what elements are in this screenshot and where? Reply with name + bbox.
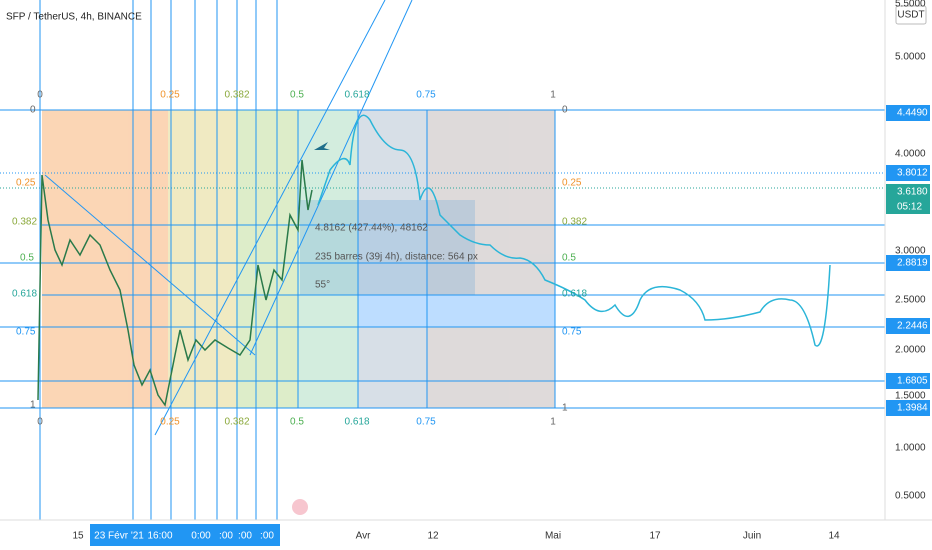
time-label: 15 [72,531,84,542]
vertical-lines [39,0,556,520]
time-label: :00 [238,531,252,542]
time-label: Mai [545,531,561,542]
fib-label: 0 [37,90,43,101]
time-label: :00 [260,531,274,542]
time-labels: 15 23 Févr '21 16:00 0:00 :00 :00 :00 Av… [72,531,840,542]
time-label: 23 Févr '21 [94,531,144,542]
fib-label: 0.25 [562,178,582,189]
fib-label: 0.75 [16,327,36,338]
price-tag: 2.8819 [897,258,928,269]
fib-lines [0,109,885,409]
rocket-icon [314,142,330,150]
time-label: 12 [427,531,439,542]
fib-label: 0.75 [416,417,436,428]
time-label: 14 [828,531,840,542]
fib-time-labels: 0 0.25 0.382 0.5 0.618 0.75 1 0 0.25 0.3… [37,90,556,428]
time-label: Juin [743,531,761,542]
measure-price: 4.8162 (427.44%), 48162 [315,223,428,234]
fib-label: 0.25 [160,90,180,101]
time-label: :00 [219,531,233,542]
marker [292,499,308,515]
price-label: 0.5000 [895,491,926,502]
countdown: 05:12 [897,202,922,213]
fib-label: 0.382 [12,217,37,228]
price-label: 3.0000 [895,246,926,257]
fib-label: 0 [562,105,568,116]
time-label: Avr [356,531,371,542]
fib-label: 0.618 [562,289,587,300]
fib-label: 0.382 [224,90,249,101]
fib-label: 0.618 [344,417,369,428]
fib-label: 1 [30,400,36,411]
price-label: 5.0000 [895,52,926,63]
price-tag: 4.4490 [897,108,928,119]
fib-label: 0.75 [416,90,436,101]
time-label: 17 [649,531,661,542]
fib-label: 0.5 [290,90,304,101]
fib-label: 0.25 [160,417,180,428]
price-label: 1.5000 [895,391,926,402]
price-tag: 3.8012 [897,168,928,179]
price-tag: 2.2446 [897,321,928,332]
time-label: 16:00 [147,531,172,542]
measure-bars: 235 barres (39j 4h), distance: 564 px [315,252,478,263]
price-label: 2.5000 [895,295,926,306]
fib-label: 1 [550,90,556,101]
projection-drawing [317,114,831,347]
fib-zones [42,110,555,408]
price-tag: 1.6805 [897,376,928,387]
fib-label: 0.5 [562,253,576,264]
price-tag: 1.3984 [897,403,928,414]
measure-info: 4.8162 (427.44%), 48162 235 barres (39j … [315,223,478,291]
fib-label: 0.382 [224,417,249,428]
fib-label: 1 [550,417,556,428]
fib-label: 0.618 [12,289,37,300]
measure-angle: 55° [315,280,330,291]
fib-label: 0.382 [562,217,587,228]
fib-label: 0 [37,417,43,428]
fib-label: 0.618 [344,90,369,101]
fib-label: 0.5 [20,253,34,264]
price-path [37,159,313,407]
price-label: 2.0000 [895,345,926,356]
price-labels: 5.5000 5.0000 4.0000 3.0000 2.5000 2.000… [895,0,926,502]
fib-label: 1 [562,403,568,414]
currency: USDT [897,10,924,21]
price-tag: 3.6180 [897,187,928,198]
fib-label: 0 [30,105,36,116]
chart-title: SFP / TetherUS, 4h, BINANCE [6,12,142,23]
price-label: 5.5000 [895,0,926,10]
time-label: 0:00 [191,531,211,542]
time-range-highlight [90,524,280,546]
price-label: 4.0000 [895,149,926,160]
fib-label: 0.5 [290,417,304,428]
price-label: 1.0000 [895,443,926,454]
currency-button[interactable] [895,5,927,25]
price-tags: 4.4490 3.8012 3.6180 05:12 2.8819 2.2446… [886,105,930,416]
fib-label: 0.75 [562,327,582,338]
fib-label: 0.25 [16,178,36,189]
fib-price-labels: 0 0.25 0.382 0.5 0.618 0.75 1 0 0.25 0.3… [12,105,587,414]
